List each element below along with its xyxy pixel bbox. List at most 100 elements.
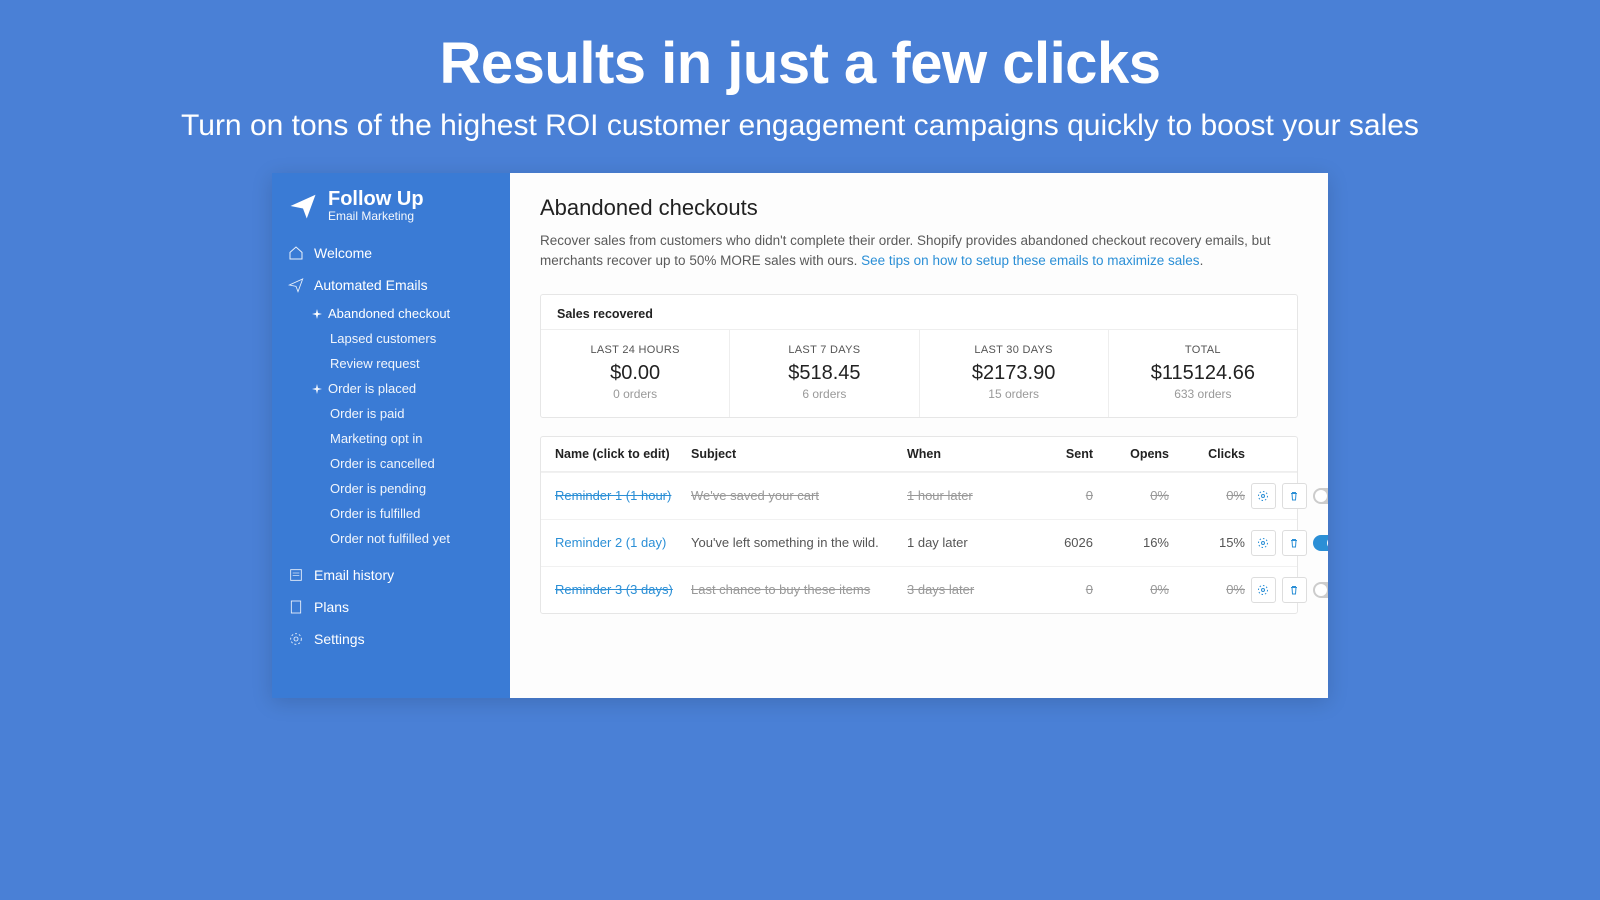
paper-plane-icon <box>288 191 318 221</box>
th-clicks: Clicks <box>1175 447 1245 461</box>
cell-opens: 0% <box>1099 582 1169 597</box>
stat-7d: LAST 7 DAYS $518.45 6 orders <box>730 330 919 417</box>
sidebar-item-abandoned-checkout[interactable]: Abandoned checkout <box>272 301 510 326</box>
cell-sent: 6026 <box>1023 535 1093 550</box>
document-icon <box>288 599 304 615</box>
cell-opens: 0% <box>1099 488 1169 503</box>
sidebar-item-notfulfilled[interactable]: Order not fulfilled yet <box>272 526 510 551</box>
gear-icon <box>1257 537 1269 549</box>
brand: Follow Up Email Marketing <box>272 173 510 237</box>
stat-value: $2173.90 <box>928 362 1100 385</box>
table-row: Reminder 2 (1 day) You've left something… <box>541 519 1297 566</box>
stat-label: LAST 24 HOURS <box>549 344 721 356</box>
table-head: Name (click to edit) Subject When Sent O… <box>541 437 1297 472</box>
nav-label: Order not fulfilled yet <box>330 531 450 546</box>
stat-sub: 0 orders <box>549 387 721 401</box>
nav-label: Settings <box>314 631 365 647</box>
cell-opens: 16% <box>1099 535 1169 550</box>
nav-label: Order is fulfilled <box>330 506 420 521</box>
app-window: Follow Up Email Marketing Welcome Automa… <box>272 173 1328 698</box>
sidebar-item-history[interactable]: Email history <box>272 559 510 591</box>
stat-total: TOTAL $115124.66 633 orders <box>1109 330 1297 417</box>
delete-button[interactable] <box>1282 577 1307 603</box>
cell-sent: 0 <box>1023 488 1093 503</box>
nav-label: Order is cancelled <box>330 456 435 471</box>
delete-button[interactable] <box>1282 483 1307 509</box>
sidebar-item-settings[interactable]: Settings <box>272 623 510 655</box>
settings-button[interactable] <box>1251 577 1276 603</box>
nav-label: Order is pending <box>330 481 426 496</box>
stat-sub: 6 orders <box>738 387 910 401</box>
th-name: Name (click to edit) <box>555 447 685 461</box>
delete-button[interactable] <box>1282 530 1307 556</box>
reminder-name-link[interactable]: Reminder 2 (1 day) <box>555 535 666 550</box>
trash-icon <box>1288 584 1300 596</box>
sidebar-item-cancelled[interactable]: Order is cancelled <box>272 451 510 476</box>
stat-sub: 633 orders <box>1117 387 1289 401</box>
hero-subtitle: Turn on tons of the highest ROI customer… <box>0 105 1600 147</box>
cell-clicks: 0% <box>1175 582 1245 597</box>
stat-24h: LAST 24 HOURS $0.00 0 orders <box>541 330 730 417</box>
cell-subject: We've saved your cart <box>691 488 901 503</box>
toggle-switch[interactable] <box>1313 488 1328 504</box>
nav-sub-automated: Abandoned checkout Lapsed customers Revi… <box>272 301 510 551</box>
stat-sub: 15 orders <box>928 387 1100 401</box>
hero-title: Results in just a few clicks <box>0 30 1600 97</box>
stat-label: TOTAL <box>1117 344 1289 356</box>
stat-value: $115124.66 <box>1117 362 1289 385</box>
sidebar-item-welcome[interactable]: Welcome <box>272 237 510 269</box>
sidebar-item-optin[interactable]: Marketing opt in <box>272 426 510 451</box>
stats-title: Sales recovered <box>541 295 1297 329</box>
sidebar-item-fulfilled[interactable]: Order is fulfilled <box>272 501 510 526</box>
nav-label: Marketing opt in <box>330 431 423 446</box>
sparkle-icon <box>312 384 322 394</box>
cell-sent: 0 <box>1023 582 1093 597</box>
toggle-switch[interactable] <box>1313 535 1328 551</box>
table-row: Reminder 3 (3 days) Last chance to buy t… <box>541 566 1297 613</box>
cell-subject: Last chance to buy these items <box>691 582 901 597</box>
cell-when: 1 hour later <box>907 488 1017 503</box>
table-row: Reminder 1 (1 hour) We've saved your car… <box>541 472 1297 519</box>
list-icon <box>288 567 304 583</box>
reminder-name-link[interactable]: Reminder 3 (3 days) <box>555 582 673 597</box>
cell-when: 1 day later <box>907 535 1017 550</box>
nav-label: Abandoned checkout <box>328 306 450 321</box>
stat-30d: LAST 30 DAYS $2173.90 15 orders <box>920 330 1109 417</box>
stat-label: LAST 30 DAYS <box>928 344 1100 356</box>
stats-row: LAST 24 HOURS $0.00 0 orders LAST 7 DAYS… <box>541 329 1297 417</box>
sidebar-item-pending[interactable]: Order is pending <box>272 476 510 501</box>
trash-icon <box>1288 490 1300 502</box>
nav-label: Welcome <box>314 245 372 261</box>
nav-label: Order is placed <box>328 381 416 396</box>
gear-icon <box>1257 584 1269 596</box>
trash-icon <box>1288 537 1300 549</box>
nav-label: Email history <box>314 567 394 583</box>
th-when: When <box>907 447 1017 461</box>
page-title: Abandoned checkouts <box>540 195 1298 221</box>
nav-label: Plans <box>314 599 349 615</box>
page-description: Recover sales from customers who didn't … <box>540 231 1298 272</box>
nav-bottom: Email history Plans Settings <box>272 559 510 655</box>
settings-button[interactable] <box>1251 530 1276 556</box>
tips-link[interactable]: See tips on how to setup these emails to… <box>861 253 1199 268</box>
stat-value: $518.45 <box>738 362 910 385</box>
nav-label: Automated Emails <box>314 277 428 293</box>
sidebar-item-plans[interactable]: Plans <box>272 591 510 623</box>
sidebar-item-lapsed[interactable]: Lapsed customers <box>272 326 510 351</box>
reminder-name-link[interactable]: Reminder 1 (1 hour) <box>555 488 671 503</box>
toggle-switch[interactable] <box>1313 582 1328 598</box>
sidebar-item-automated[interactable]: Automated Emails <box>272 269 510 301</box>
cell-clicks: 15% <box>1175 535 1245 550</box>
cell-subject: You've left something in the wild. <box>691 535 901 550</box>
brand-line2: Email Marketing <box>328 209 424 223</box>
sidebar: Follow Up Email Marketing Welcome Automa… <box>272 173 510 698</box>
sidebar-item-paid[interactable]: Order is paid <box>272 401 510 426</box>
settings-button[interactable] <box>1251 483 1276 509</box>
sidebar-item-review[interactable]: Review request <box>272 351 510 376</box>
th-sent: Sent <box>1023 447 1093 461</box>
stats-card: Sales recovered LAST 24 HOURS $0.00 0 or… <box>540 294 1298 418</box>
sidebar-item-placed[interactable]: Order is placed <box>272 376 510 401</box>
nav-label: Order is paid <box>330 406 404 421</box>
home-icon <box>288 245 304 261</box>
hero-banner: Results in just a few clicks Turn on ton… <box>0 0 1600 147</box>
